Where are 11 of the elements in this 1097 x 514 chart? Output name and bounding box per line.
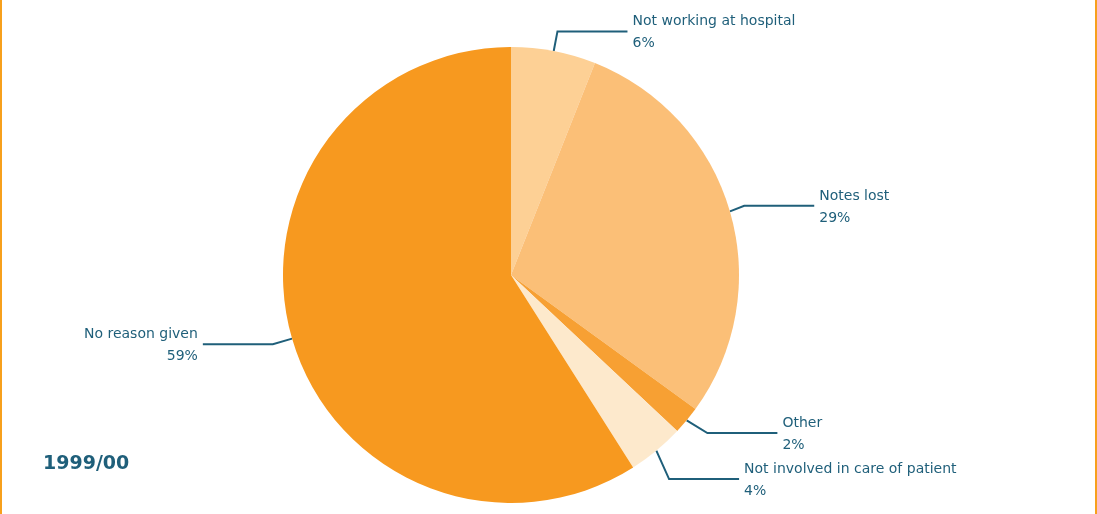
slice-label: No reason given — [83, 325, 198, 342]
slice-label: Notes lost — [819, 186, 890, 203]
slice-label: Not working at hospital — [632, 12, 796, 29]
data-label: 59% — [166, 347, 198, 364]
data-label: 4% — [744, 482, 767, 499]
slice-label: Other — [782, 414, 823, 431]
data-label: 6% — [632, 34, 655, 51]
data-label: 2% — [782, 436, 805, 453]
slice-label: Not involved in care of patient — [744, 460, 958, 477]
text: 1999/00 — [43, 450, 130, 473]
data-label: 29% — [819, 208, 851, 225]
